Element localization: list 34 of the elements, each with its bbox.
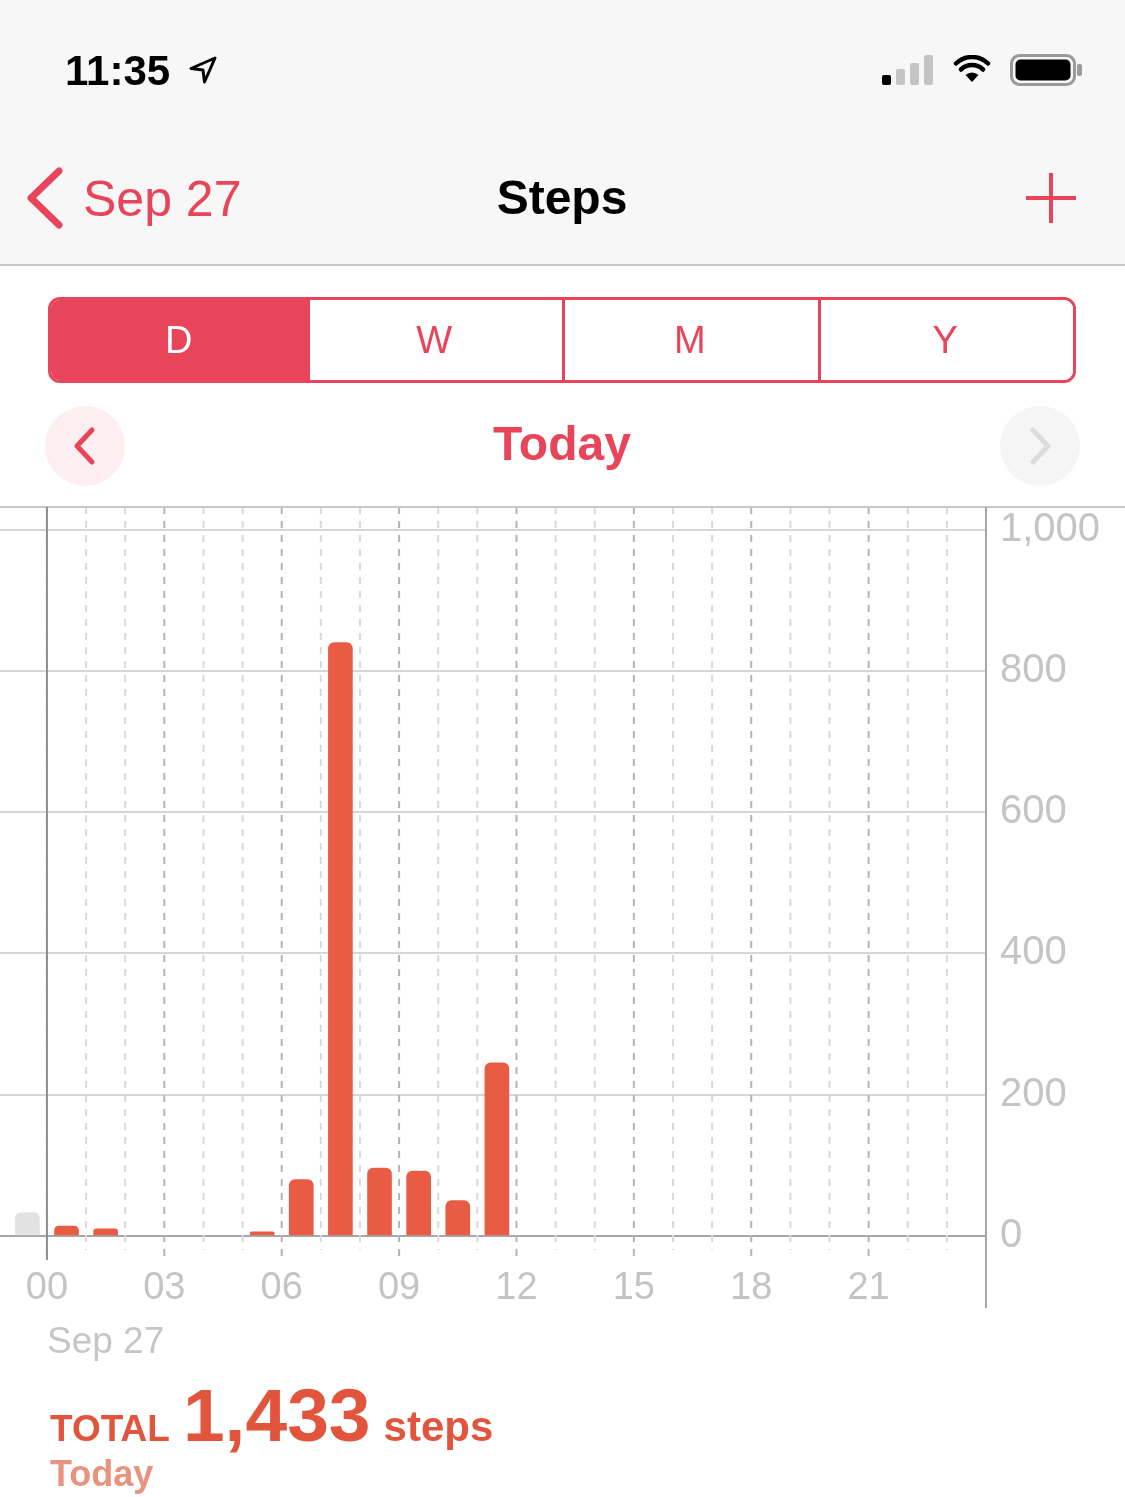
y-tick-label: 800: [1000, 645, 1067, 690]
x-tick-label: 18: [730, 1265, 773, 1308]
text: Today: [50, 1453, 154, 1495]
chart-subtitle: Today: [493, 416, 631, 470]
bar: [484, 1062, 510, 1236]
x-tick-label: 21: [847, 1265, 890, 1308]
bar: [15, 1212, 40, 1236]
text: Sep 27: [83, 170, 242, 227]
segmented-control: D W M Y: [48, 297, 1076, 383]
bar: [328, 642, 353, 1236]
text: TOTAL: [50, 1407, 170, 1449]
x-tick-label: 06: [260, 1265, 303, 1308]
x-tick-label: 12: [495, 1265, 538, 1308]
y-tick-label: 600: [1000, 787, 1067, 832]
bar: [367, 1167, 392, 1236]
bar: [406, 1170, 431, 1236]
bar: [54, 1225, 79, 1236]
text: 1,433: [182, 1372, 371, 1457]
bar: [445, 1200, 471, 1236]
bar: [93, 1228, 118, 1236]
y-tick-label: 0: [1000, 1211, 1023, 1256]
x-axis-title: Sep 27: [47, 1320, 165, 1362]
x-tick-label: 00: [25, 1265, 69, 1308]
chart-title: Steps: [496, 170, 628, 224]
text: steps: [383, 1402, 494, 1450]
x-tick-label: 15: [612, 1265, 655, 1308]
bar: [249, 1231, 275, 1236]
x-tick-label: 09: [377, 1265, 421, 1308]
x-tick-label: 03: [143, 1265, 186, 1308]
y-tick-label: 200: [1000, 1069, 1067, 1114]
y-tick-label: 1,000: [1000, 504, 1101, 549]
bar: [288, 1179, 314, 1236]
text: 11:35: [65, 46, 171, 94]
y-tick-label: 400: [1000, 928, 1067, 973]
